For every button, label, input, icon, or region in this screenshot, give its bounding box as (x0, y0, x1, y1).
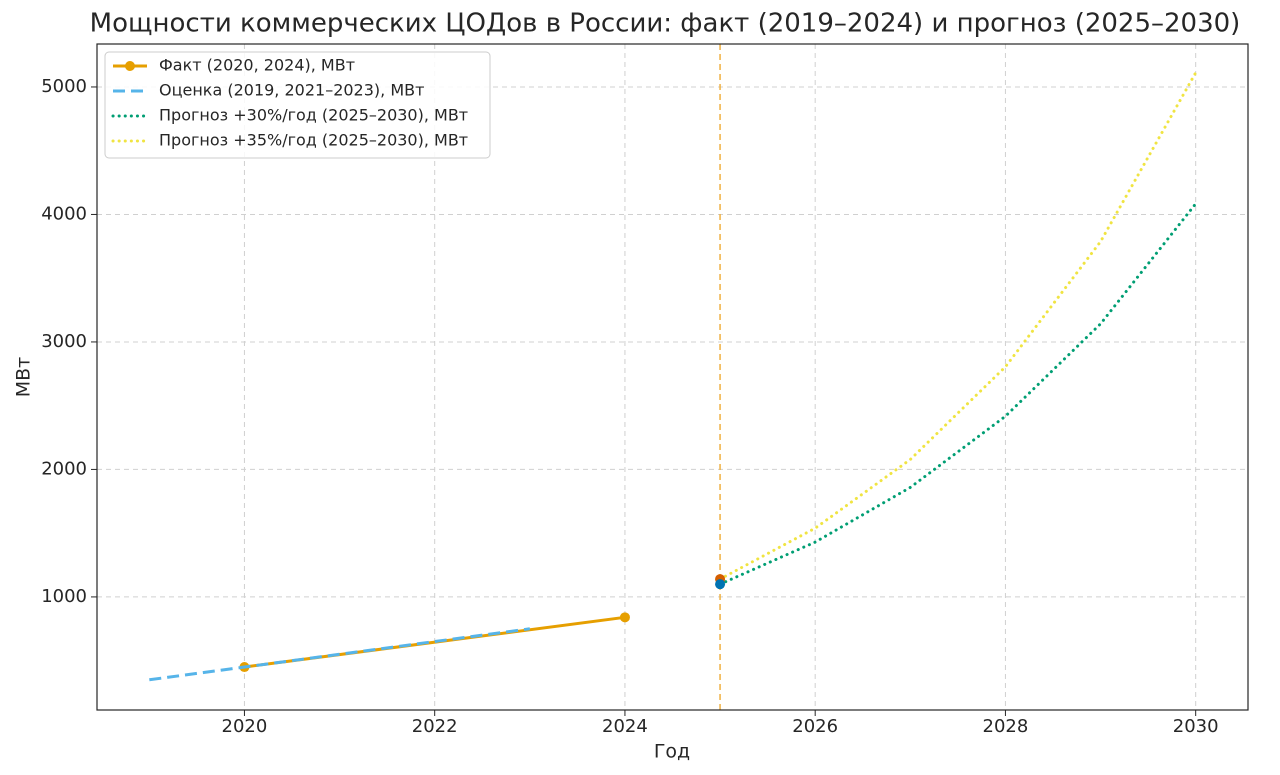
x-tick-label: 2022 (412, 716, 458, 737)
data-line (718, 71, 1198, 581)
legend-label: Оценка (2019, 2021–2023), МВт (159, 81, 424, 100)
x-tick-label: 2024 (602, 716, 648, 737)
data-line (149, 627, 531, 682)
data-point (619, 612, 630, 623)
data-line (718, 202, 1198, 586)
legend-label: Прогноз +35%/год (2025–2030), МВт (159, 131, 468, 150)
chart-title: Мощности коммерческих ЦОДов в России: фа… (90, 9, 1241, 39)
y-tick-label: 1000 (41, 586, 87, 607)
legend-marker (125, 61, 135, 71)
y-tick-label: 4000 (41, 203, 87, 224)
legend-box (104, 51, 491, 159)
x-tick-label: 2030 (1173, 716, 1219, 737)
x-tick-label: 2020 (222, 716, 268, 737)
data-line (244, 615, 626, 669)
x-axis-label: Год (654, 741, 690, 763)
legend-label: Прогноз +30%/год (2025–2030), МВт (159, 106, 468, 125)
axes-frame (96, 43, 1249, 711)
legend: Факт (2020, 2024), МВт Оценка (2019, 2021… (104, 51, 491, 159)
highlight-point (715, 579, 726, 590)
y-tick-label: 5000 (41, 76, 87, 97)
x-tick-label: 2026 (792, 716, 838, 737)
legend-label: Факт (2020, 2024), МВт (159, 56, 355, 75)
x-tick-label: 2028 (983, 716, 1029, 737)
y-tick-label: 2000 (41, 458, 87, 479)
y-tick-label: 3000 (41, 331, 87, 352)
y-axis-label: МВт (13, 357, 35, 398)
